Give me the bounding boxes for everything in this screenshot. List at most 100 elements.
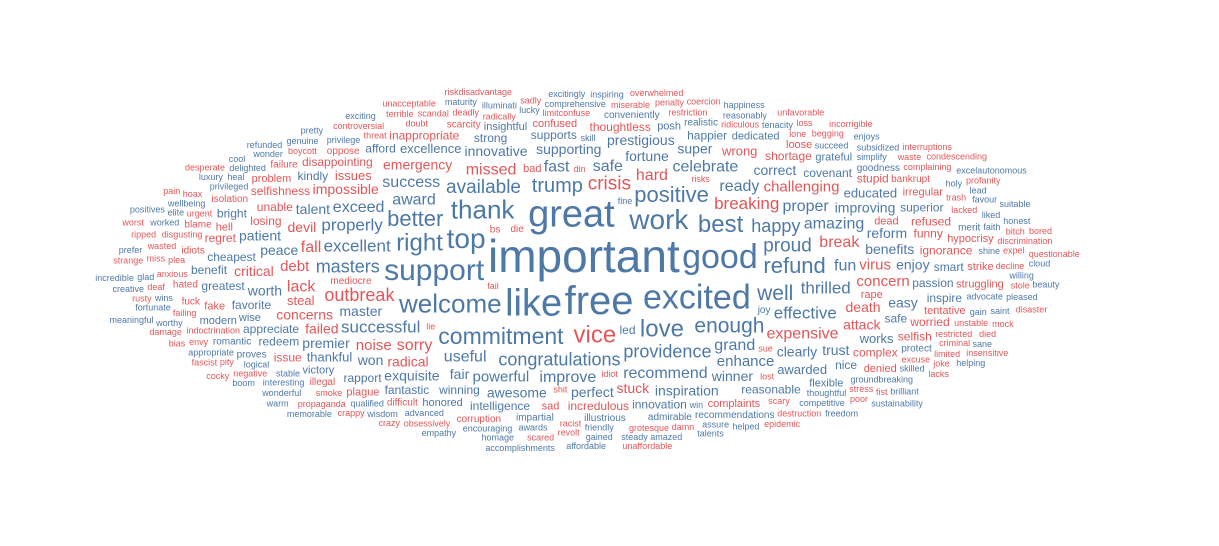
word-failed: failed [305,321,338,337]
word-congratulations: congratulations [498,349,620,369]
word-radically: radically [483,112,517,122]
word-vice: vice [574,321,617,348]
word-trust: trust [822,342,849,358]
word-inspiring: inspiring [590,90,624,100]
word-advanced: advanced [405,408,444,418]
word-virus: virus [859,257,891,274]
word-plague: plague [346,387,379,399]
word-illegal: illegal [310,377,336,388]
word-risks: risks [691,174,710,184]
word-suitable: suitable [1000,199,1031,209]
word-intelligence: intelligence [470,399,530,413]
word-incorrigible: incorrigible [829,119,873,129]
word-benefits: benefits [865,241,914,257]
word-empathy: empathy [422,428,457,438]
word-skill: skill [581,133,596,143]
word-best: best [698,211,744,238]
word-peace: peace [260,242,298,258]
word-fall: fall [301,239,321,256]
word-comprehensive: comprehensive [545,99,606,109]
word-celebrate: celebrate [673,158,739,175]
word-pleased: pleased [1006,292,1038,302]
word-proper: proper [783,198,830,215]
word-worthy: worthy [155,318,183,328]
word-lacks: lacks [928,369,949,379]
word-excitingly: excitingly [548,89,586,99]
word-commitment: commitment [438,323,564,349]
word-failure: failure [270,159,298,170]
word-friendly: friendly [585,423,615,433]
word-exquisite: exquisite [384,368,439,384]
word-thank: thank [451,195,516,225]
word-din: din [574,164,586,174]
word-blame: blame [184,220,212,231]
word-refund: refund [763,253,825,278]
word-interruptions: interruptions [902,142,952,152]
word-won: won [357,352,384,368]
word-death: death [846,299,881,315]
word-accomplishments: accomplishments [485,443,555,453]
word-condescending: condescending [927,151,988,161]
word-losing: losing [250,214,281,228]
word-saint: saint [991,306,1011,316]
word-cloud: cloud [1029,259,1051,269]
word-lead: lead [970,186,987,196]
word-inappropriate: inappropriate [389,128,459,142]
word-awarded: awarded [777,362,827,377]
word-refunded: refunded [247,140,283,150]
word-miserable: miserable [611,100,650,110]
word-kindly: kindly [298,169,329,183]
word-encouraging: encouraging [463,423,513,433]
word-questionable: questionable [1029,249,1080,259]
word-rusty: rusty [132,293,152,303]
word-bright: bright [217,206,248,220]
word-denied: denied [864,363,897,375]
word-breaking: breaking [714,194,779,213]
word-nice: nice [835,358,857,372]
word-unaffordable: unaffordable [622,441,672,451]
word-inspiration: inspiration [655,382,719,398]
word-fine: fine [618,196,633,206]
word-subsidized: subsidized [857,143,900,153]
word-succeed: succeed [815,141,849,151]
word-wrong: wrong [721,143,757,158]
word-urgent: urgent [187,209,213,219]
word-award: award [392,192,436,209]
word-reform: reform [867,225,907,241]
word-insightful: insightful [484,121,527,133]
word-covenant: covenant [803,166,852,180]
word-super: super [677,141,712,157]
word-emergency: emergency [383,156,452,172]
word-brilliant: brilliant [890,386,919,396]
word-reasonable: reasonable [741,383,801,397]
word-wise: wise [238,312,261,324]
word-logical: logical [244,359,270,369]
word-works: works [859,331,894,346]
word-warm: warm [266,398,289,408]
word-affordable: affordable [566,441,606,451]
word-amazed: amazed [650,432,682,442]
word-reasonably: reasonably [723,111,768,121]
word-stress: stress [849,384,874,394]
word-controversial: controversial [333,121,384,131]
word-poor: poor [850,394,868,404]
word-strange: strange [113,255,143,265]
word-damage: damage [149,327,182,337]
word-miss: miss [147,254,166,264]
word-died: died [979,329,996,339]
word-oppose: oppose [327,146,360,157]
word-powerful: powerful [473,368,530,385]
word-selfishness: selfishness [251,184,310,198]
word-coercion: coercion [687,96,721,106]
word-helping: helping [956,358,985,368]
word-well: well [756,282,793,305]
word-pain: pain [163,186,180,196]
word-confused: confused [533,118,578,130]
word-incredible: incredible [95,273,134,283]
word-challenging: challenging [764,178,840,195]
word-sorry: sorry [397,337,433,354]
word-struggling: struggling [956,279,1004,291]
word-noise: noise [356,337,392,354]
word-corruption: corruption [457,414,501,425]
word-enough: enough [694,315,764,338]
